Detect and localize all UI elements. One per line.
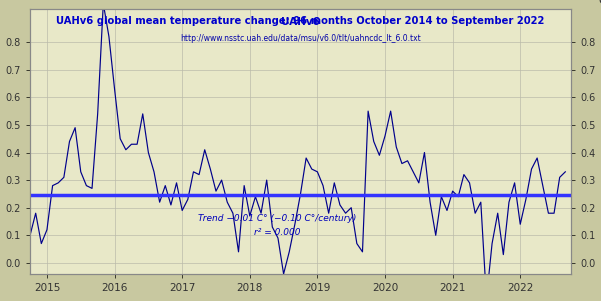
Text: C°: C°: [598, 0, 601, 6]
Text: http://www.nsstc.uah.edu/data/msu/v6.0/tlt/uahncdc_lt_6.0.txt: http://www.nsstc.uah.edu/data/msu/v6.0/t…: [180, 34, 421, 43]
Text: r² = 0.000: r² = 0.000: [254, 228, 300, 237]
Text: Trend −0.01 C° (−0.10 C°/century): Trend −0.01 C° (−0.10 C°/century): [198, 214, 356, 223]
Text: UAHv6 global mean temperature change: 96 months October 2014 to September 2022: UAHv6 global mean temperature change: 96…: [56, 16, 545, 26]
Text: C°: C°: [0, 0, 3, 6]
Text: UAHv6: UAHv6: [281, 17, 320, 27]
